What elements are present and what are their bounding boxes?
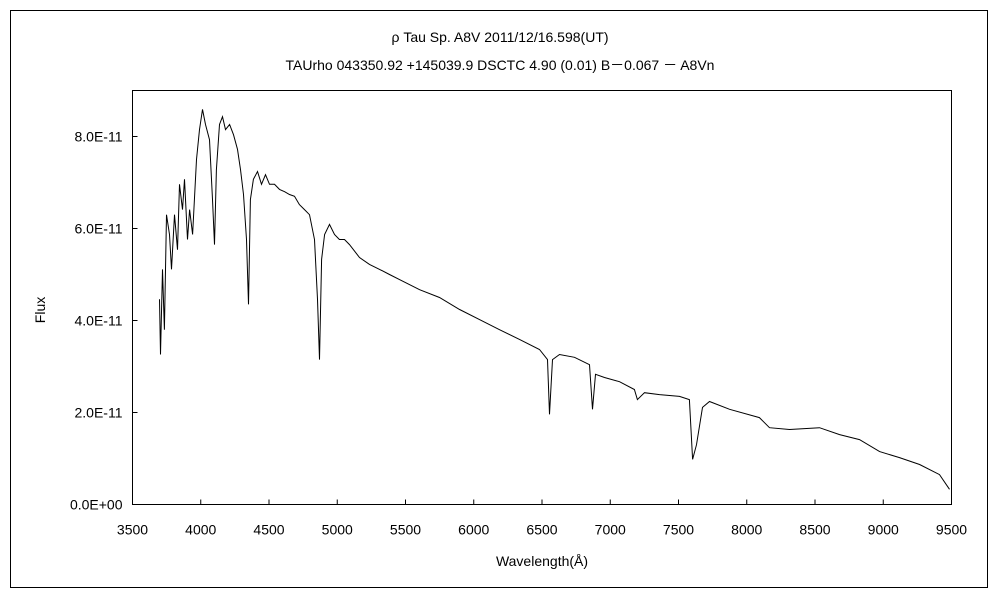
x-tick-label: 6000 bbox=[458, 522, 489, 538]
x-tick-label: 7500 bbox=[663, 522, 694, 538]
chart-frame bbox=[10, 10, 988, 588]
x-tick-label: 8500 bbox=[799, 522, 830, 538]
y-tick-label: 0.0E+00 bbox=[70, 497, 123, 513]
x-tick-label: 5000 bbox=[322, 522, 353, 538]
x-tick-label: 9000 bbox=[868, 522, 899, 538]
plot-area bbox=[132, 90, 952, 505]
x-tick-label: 3500 bbox=[117, 522, 148, 538]
spectrum-line bbox=[159, 109, 950, 490]
x-tick-label: 8000 bbox=[731, 522, 762, 538]
x-tick-label: 5500 bbox=[390, 522, 421, 538]
y-axis-label: Flux bbox=[32, 297, 48, 323]
x-tick-label: 6500 bbox=[526, 522, 557, 538]
chart-title: ρ Tau Sp. A8V 2011/12/16.598(UT) bbox=[391, 29, 608, 45]
x-tick-label: 4000 bbox=[185, 522, 216, 538]
y-tick-label: 6.0E-11 bbox=[75, 221, 123, 237]
y-tick-label: 8.0E-11 bbox=[75, 129, 123, 145]
x-axis-label: Wavelength(Å) bbox=[496, 553, 588, 569]
y-tick-label: 2.0E-11 bbox=[75, 405, 123, 421]
x-tick-label: 4500 bbox=[253, 522, 284, 538]
x-tick-label: 9500 bbox=[936, 522, 967, 538]
chart-subtitle: TAUrho 043350.92 +145039.9 DSCTC 4.90 (0… bbox=[286, 57, 715, 73]
x-tick-label: 7000 bbox=[595, 522, 626, 538]
y-tick-label: 4.0E-11 bbox=[75, 313, 123, 329]
